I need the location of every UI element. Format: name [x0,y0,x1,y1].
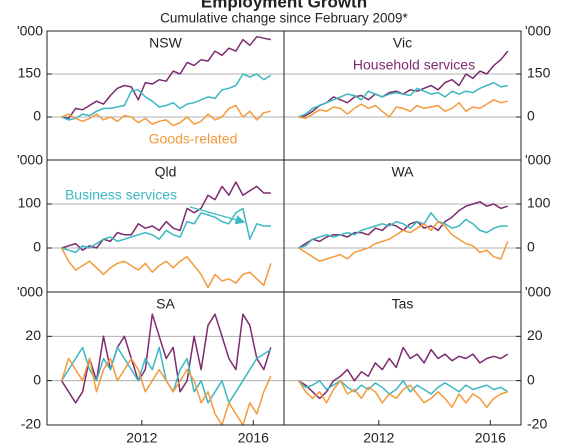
chart-title: Employment Growth [201,0,367,11]
y-tick-label: 0 [527,239,535,255]
y-unit-label: '000 [525,284,551,300]
series-annotation: Goods-related [149,131,238,147]
y-tick-label: 150 [527,65,551,81]
series-line [61,35,271,120]
x-tick-label: 2016 [475,430,506,446]
series-line [298,212,508,249]
y-tick-label: 100 [527,195,551,211]
y-unit-label: '000 [17,284,43,300]
y-unit-label: '000 [17,152,43,168]
panel-title: Qld [155,164,177,180]
y-unit-label: '000 [525,152,551,168]
panel-title: WA [391,164,414,180]
y-tick-label: 0 [527,108,535,124]
series-line [298,220,509,262]
chart-subtitle: Cumulative change since February 2009* [160,11,408,26]
series-line [60,357,272,426]
y-tick-label: 0 [33,371,41,387]
series-line [298,201,509,249]
series-line [298,81,508,118]
series-line [298,99,508,120]
series-annotation: Household services [353,57,475,73]
panel-title: Vic [393,35,412,51]
annotation-arrow [189,206,246,225]
series-line [297,379,509,409]
series-line [60,247,272,289]
series-line [298,346,509,400]
series-line [61,104,271,127]
y-tick-label: 20 [25,327,41,343]
series-line [61,73,272,121]
panel-title: NSW [149,35,182,51]
y-tick-label: -20 [527,416,547,432]
y-tick-label: 0 [33,239,41,255]
y-tick-label: 0 [527,371,535,387]
y-tick-label: 20 [527,327,543,343]
series-annotation: Business services [65,187,177,203]
panel-title: Tas [392,296,414,312]
series-line [61,181,271,251]
y-tick-label: 100 [18,195,42,211]
y-unit-label: '000 [17,23,43,39]
y-tick-label: 150 [18,65,42,81]
y-tick-label: 0 [33,108,41,124]
series-line [61,207,271,254]
series-line [298,379,509,395]
y-tick-label: -20 [21,416,41,432]
panel-title: SA [156,296,175,312]
series-line [60,313,272,404]
y-unit-label: '000 [525,23,551,39]
x-tick-label: 2016 [238,430,269,446]
x-tick-label: 2012 [126,430,157,446]
x-tick-label: 2012 [363,430,394,446]
